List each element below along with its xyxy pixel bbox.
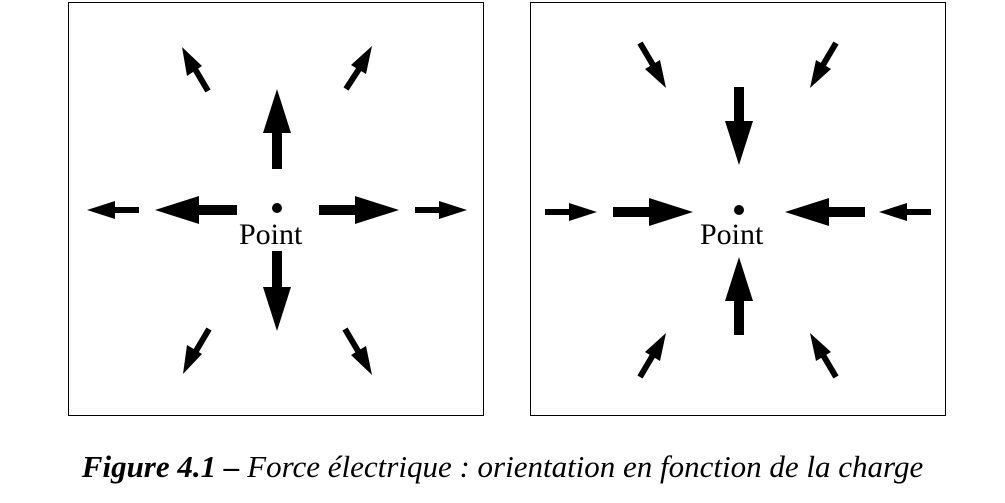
field-panel-outward: Point — [68, 2, 484, 416]
arrow-up-left — [182, 47, 211, 93]
figure-caption-text: Force électrique : orientation en foncti… — [247, 449, 924, 484]
point-label: Point — [239, 218, 303, 251]
arrow-up-right — [343, 46, 372, 91]
figure-caption: Figure 4.1 – Force électrique : orientat… — [0, 449, 1005, 485]
point-label: Point — [700, 218, 764, 251]
arrow-left-inner-inward — [613, 198, 693, 226]
center-point — [734, 205, 744, 215]
arrow-bottom-left-inward — [637, 333, 666, 379]
arrow-left-outer-inward — [545, 203, 597, 221]
arrow-top-left-inward — [637, 41, 666, 88]
arrow-top-right-inward — [810, 41, 839, 88]
figure-number: Figure 4.1 – — [81, 449, 240, 484]
arrow-left-outer — [87, 201, 139, 219]
field-panel-inward: Point — [530, 2, 946, 416]
arrow-bottom-right-inward — [810, 333, 839, 379]
arrow-left-inner — [155, 196, 237, 224]
center-point — [272, 203, 282, 213]
arrow-up — [263, 89, 291, 169]
arrow-right-inner — [319, 196, 399, 224]
arrow-down — [263, 251, 291, 331]
field-diagram-outward — [87, 46, 467, 375]
field-diagram-inward — [545, 41, 931, 379]
arrow-bottom-inward — [725, 257, 753, 335]
arrow-top-inward — [725, 87, 753, 165]
arrow-down-right — [342, 327, 372, 375]
arrow-down-left — [183, 327, 212, 374]
arrow-right-outer — [415, 201, 467, 219]
arrow-right-inner-inward — [785, 198, 865, 226]
arrow-right-outer-inward — [879, 203, 931, 221]
